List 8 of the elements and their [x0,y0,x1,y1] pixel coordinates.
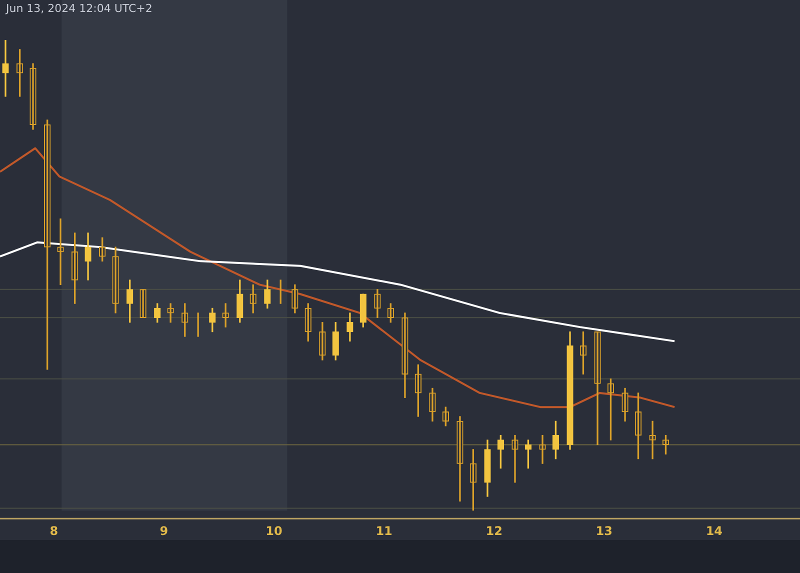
x-tick-label: 11 [376,524,392,538]
x-tick-label: 12 [486,524,502,538]
x-tick-label: 8 [50,524,58,538]
text: Jun 13, 2024 12:04 UTC+2 [6,2,152,15]
x-tick-label: 9 [160,524,168,538]
x-tick-label: 14 [706,524,723,538]
x-tick-label: 13 [596,524,612,538]
x-tick-label: 10 [266,524,282,538]
